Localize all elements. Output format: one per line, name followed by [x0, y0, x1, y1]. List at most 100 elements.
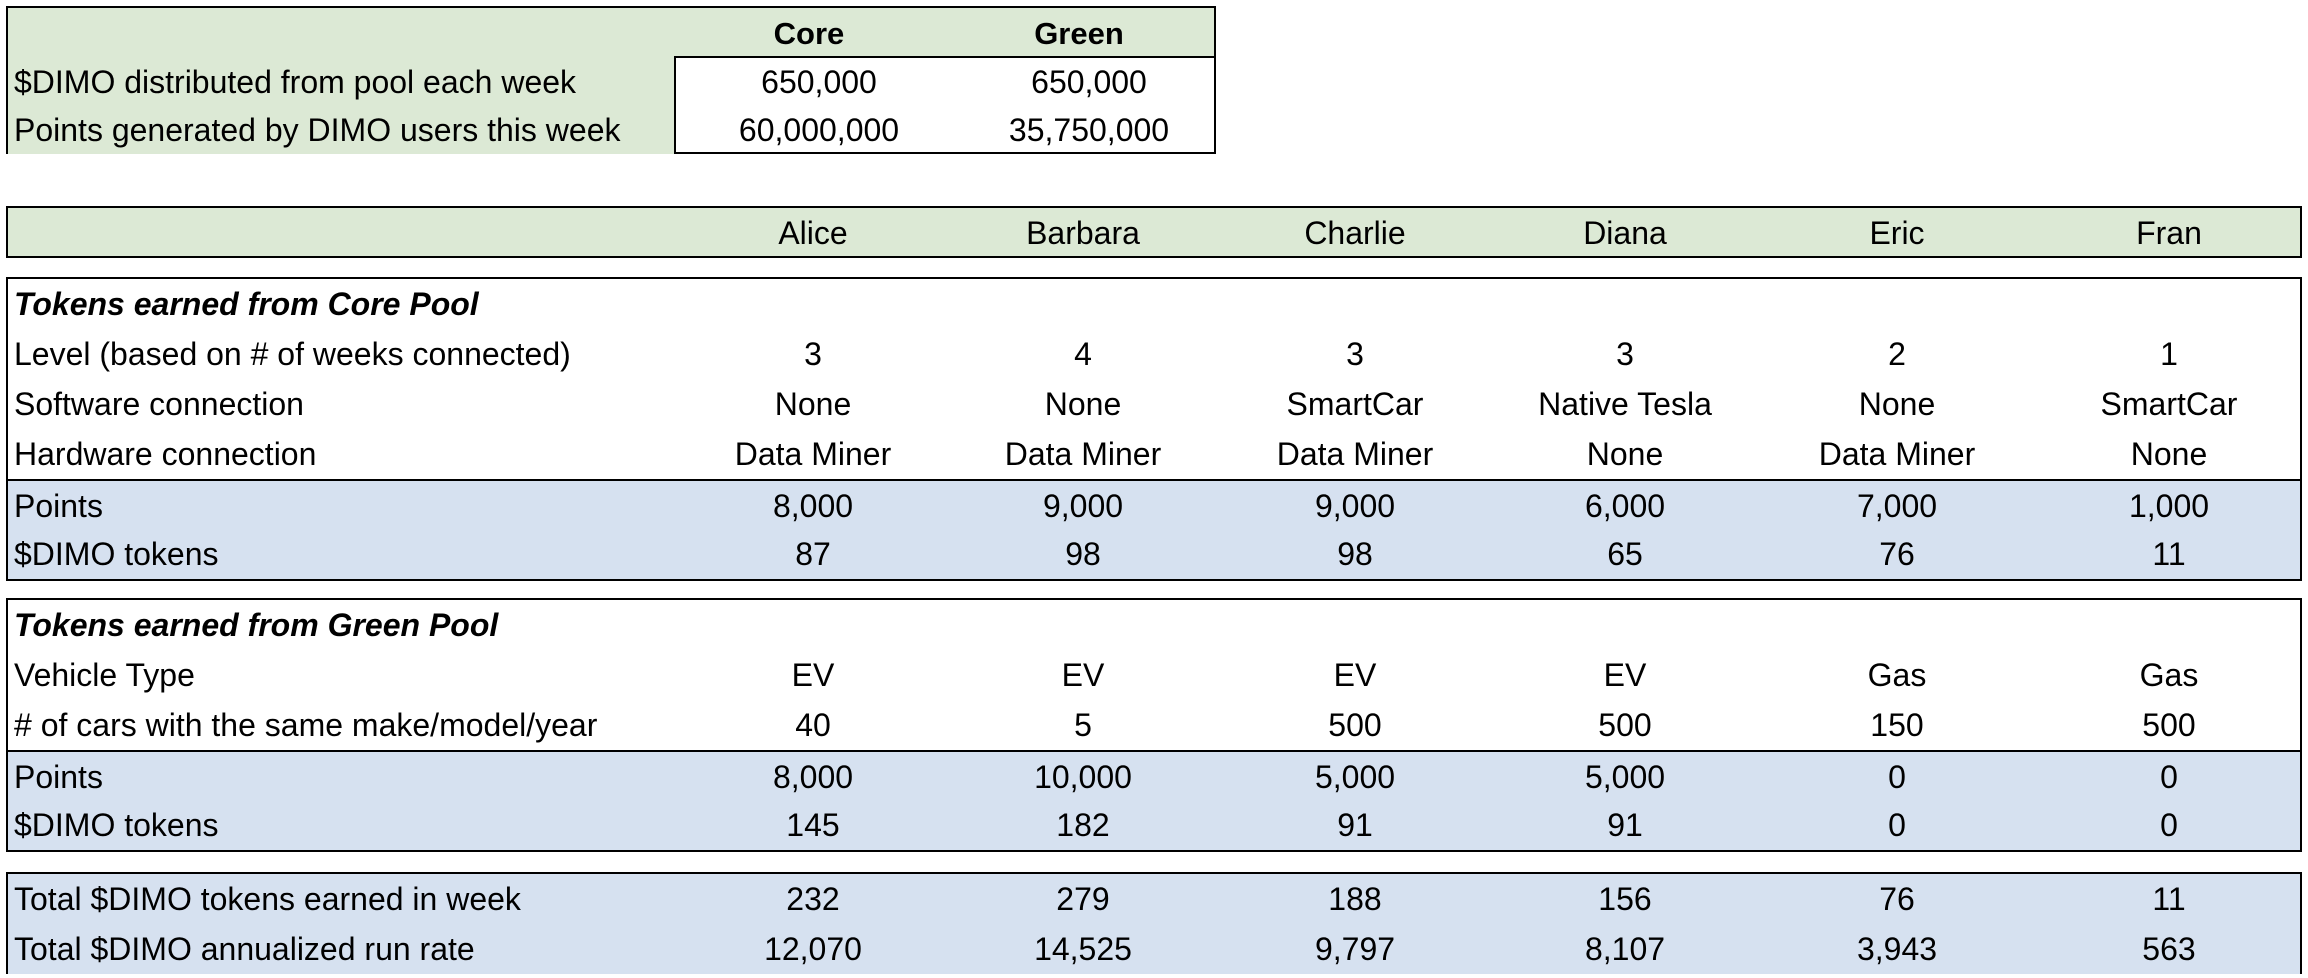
cell-value: 279: [1056, 881, 1110, 917]
cell-value: 11: [2152, 536, 2186, 572]
pool-summary-table: Core Green $DIMO distributed from pool e…: [6, 6, 1216, 154]
core-points-row: Points 8,000 9,000 9,000 6,000 7,000 1,0…: [8, 481, 2300, 531]
cell-value: 3: [1346, 336, 1364, 372]
cell-value: None: [1858, 386, 1936, 422]
summary-green-value: 650,000: [1031, 64, 1147, 100]
green-cars-row: # of cars with the same make/model/year …: [8, 700, 2300, 750]
row-divider: [8, 479, 2300, 481]
summary-core-value: 60,000,000: [738, 112, 900, 148]
row-label: Level (based on # of weeks connected): [14, 336, 571, 372]
cell-value: 91: [1337, 807, 1373, 843]
person-name: Diana: [1583, 215, 1667, 251]
cell-value: Gas: [2139, 657, 2199, 693]
cell-value: 8,107: [1584, 931, 1666, 967]
summary-row-label: Points generated by DIMO users this week: [14, 112, 621, 148]
summary-row: $DIMO distributed from pool each week 65…: [8, 58, 1214, 106]
cell-value: 98: [1337, 536, 1373, 572]
cell-value: 11: [2152, 881, 2186, 917]
cell-value: 2: [1888, 336, 1906, 372]
cell-value: 8,000: [772, 488, 854, 524]
green-pool-section: Tokens earned from Green Pool Vehicle Ty…: [6, 598, 2302, 852]
cell-value: 182: [1056, 807, 1110, 843]
core-software-row: Software connection None None SmartCar N…: [8, 379, 2300, 429]
cell-value: 98: [1065, 536, 1101, 572]
person-name: Fran: [2136, 215, 2202, 251]
section-title-row: Tokens earned from Core Pool: [8, 279, 2300, 329]
green-pool-title: Tokens earned from Green Pool: [14, 607, 499, 643]
cell-value: 150: [1870, 707, 1924, 743]
cell-value: Gas: [1867, 657, 1927, 693]
core-hardware-row: Hardware connection Data Miner Data Mine…: [8, 429, 2300, 479]
row-label: # of cars with the same make/model/year: [14, 707, 598, 743]
cell-value: 0: [1888, 807, 1906, 843]
total-week-row: Total $DIMO tokens earned in week 232 27…: [8, 874, 2300, 924]
cell-value: 87: [795, 536, 831, 572]
people-header-row: Alice Barbara Charlie Diana Eric Fran: [6, 206, 2302, 258]
cell-value: Data Miner: [1818, 436, 1976, 472]
cell-value: 145: [786, 807, 840, 843]
row-label: Total $DIMO tokens earned in week: [14, 881, 521, 917]
green-points-row: Points 8,000 10,000 5,000 5,000 0 0: [8, 752, 2300, 802]
row-label: Software connection: [14, 386, 304, 422]
summary-label-column: [8, 56, 1214, 154]
cell-value: 0: [2160, 807, 2178, 843]
cell-value: 5,000: [1314, 759, 1396, 795]
core-pool-section: Tokens earned from Core Pool Level (base…: [6, 277, 2302, 581]
row-label: Hardware connection: [14, 436, 317, 472]
cell-value: EV: [1603, 657, 1647, 693]
cell-value: 5,000: [1584, 759, 1666, 795]
core-level-row: Level (based on # of weeks connected) 3 …: [8, 329, 2300, 379]
summary-row: Points generated by DIMO users this week…: [8, 106, 1214, 154]
person-name: Alice: [778, 215, 848, 251]
cell-value: 5: [1074, 707, 1092, 743]
cell-value: 500: [1328, 707, 1382, 743]
cell-value: Data Miner: [1276, 436, 1434, 472]
summary-green-value: 35,750,000: [1008, 112, 1170, 148]
cell-value: 40: [795, 707, 831, 743]
core-pool-title: Tokens earned from Core Pool: [14, 286, 479, 322]
row-label: $DIMO tokens: [14, 807, 219, 843]
cell-value: 188: [1328, 881, 1382, 917]
cell-value: 3: [1616, 336, 1634, 372]
core-tokens-row: $DIMO tokens 87 98 98 65 76 11: [8, 529, 2300, 579]
person-name: Barbara: [1026, 215, 1140, 251]
cell-value: 156: [1598, 881, 1652, 917]
cell-value: EV: [791, 657, 835, 693]
cell-value: EV: [1333, 657, 1377, 693]
summary-core-value: 650,000: [761, 64, 877, 100]
row-label: $DIMO tokens: [14, 536, 219, 572]
cell-value: 65: [1607, 536, 1643, 572]
cell-value: 0: [1888, 759, 1906, 795]
person-name: Charlie: [1304, 215, 1406, 251]
cell-value: 3: [804, 336, 822, 372]
cell-value: 563: [2142, 931, 2196, 967]
cell-value: 12,070: [764, 931, 862, 967]
cell-value: 9,797: [1314, 931, 1396, 967]
summary-row-label: $DIMO distributed from pool each week: [14, 64, 577, 100]
cell-value: SmartCar: [1286, 386, 1424, 422]
cell-value: 232: [786, 881, 840, 917]
cell-value: 76: [1879, 881, 1915, 917]
cell-value: 7,000: [1856, 488, 1938, 524]
core-header: Core: [773, 16, 845, 51]
row-label: Vehicle Type: [14, 657, 195, 693]
cell-value: 6,000: [1584, 488, 1666, 524]
cell-value: EV: [1061, 657, 1105, 693]
cell-value: None: [2130, 436, 2208, 472]
green-header: Green: [1034, 16, 1124, 51]
green-vehicle-row: Vehicle Type EV EV EV EV Gas Gas: [8, 650, 2300, 700]
cell-value: 8,000: [772, 759, 854, 795]
cell-value: 9,000: [1042, 488, 1124, 524]
cell-value: Data Miner: [734, 436, 892, 472]
row-label: Total $DIMO annualized run rate: [14, 931, 475, 967]
cell-value: None: [1044, 386, 1122, 422]
row-label: Points: [14, 488, 103, 524]
totals-section: Total $DIMO tokens earned in week 232 27…: [6, 872, 2302, 974]
cell-value: 9,000: [1314, 488, 1396, 524]
cell-value: None: [1586, 436, 1664, 472]
green-tokens-row: $DIMO tokens 145 182 91 91 0 0: [8, 800, 2300, 850]
cell-value: 4: [1074, 336, 1092, 372]
cell-value: 76: [1879, 536, 1915, 572]
cell-value: 0: [2160, 759, 2178, 795]
